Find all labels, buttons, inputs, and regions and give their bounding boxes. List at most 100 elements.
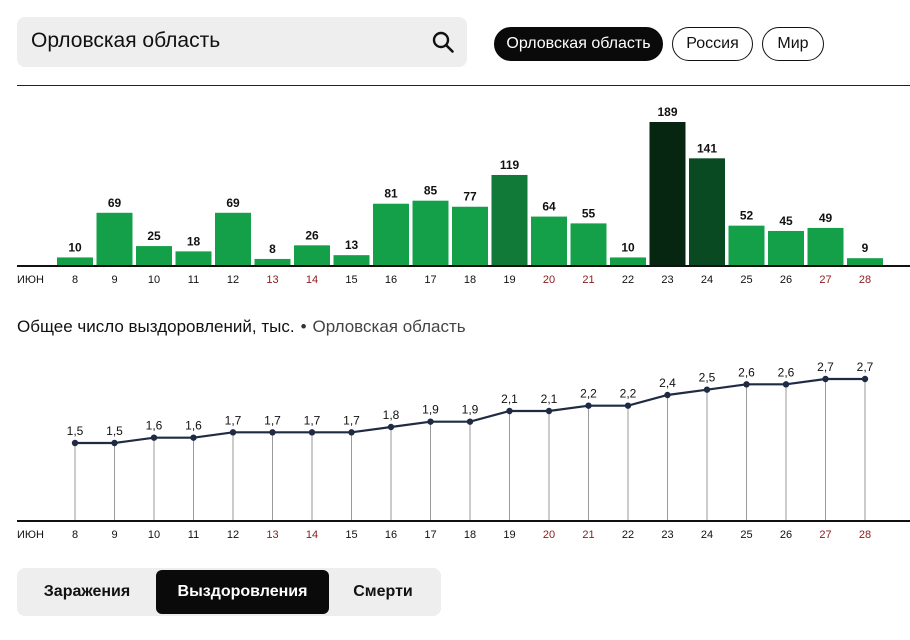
point-10[interactable] (150, 434, 158, 441)
point-value-label: 1,7 (225, 413, 242, 427)
point-26[interactable] (782, 381, 790, 388)
bar-x-tick-label: 22 (622, 274, 634, 286)
bar-9[interactable] (96, 212, 133, 265)
bar-value-label: 9 (862, 241, 869, 255)
point-23[interactable] (664, 391, 671, 399)
point-21[interactable] (585, 402, 592, 409)
point-value-label: 1,9 (422, 403, 439, 417)
bar-21[interactable] (570, 223, 607, 265)
bar-8[interactable] (57, 257, 93, 265)
bar-13[interactable] (254, 258, 291, 265)
bar-value-label: 77 (463, 190, 477, 204)
line-x-tick-label: 15 (345, 529, 357, 541)
point-24[interactable] (703, 386, 711, 393)
point-value-label: 1,7 (304, 413, 321, 427)
search-icon[interactable] (431, 30, 455, 54)
point-value-label: 1,6 (185, 419, 202, 433)
bar-25[interactable] (728, 225, 765, 265)
bar-value-label: 55 (582, 206, 596, 220)
point-16[interactable] (387, 423, 395, 431)
point-8[interactable] (71, 439, 79, 447)
point-value-label: 1,8 (383, 408, 400, 422)
bar-value-label: 49 (819, 211, 833, 225)
line-x-tick-label: 12 (227, 529, 239, 541)
point-25[interactable] (743, 381, 750, 388)
bar-x-tick-label: 24 (701, 274, 713, 286)
line-x-tick-label: 27 (819, 529, 831, 541)
line-x-tick-label: 10 (148, 529, 160, 541)
point-17[interactable] (427, 418, 434, 425)
bar-x-tick-label: 20 (543, 274, 555, 286)
line-x-tick-label: 13 (266, 529, 278, 541)
line-x-tick-label: 18 (464, 529, 476, 541)
region-pill-world[interactable]: Мир (762, 27, 824, 61)
point-22[interactable] (624, 402, 632, 409)
bar-20[interactable] (531, 216, 567, 265)
bar-22[interactable] (610, 257, 646, 265)
bar-24[interactable] (689, 158, 725, 265)
point-value-label: 2,5 (699, 371, 716, 385)
point-18[interactable] (466, 418, 474, 425)
bar-14[interactable] (294, 245, 330, 265)
point-19[interactable] (506, 407, 513, 415)
point-11[interactable] (190, 434, 197, 441)
divider (17, 85, 910, 86)
point-value-label: 1,9 (462, 403, 479, 417)
bar-10[interactable] (136, 246, 172, 265)
point-value-label: 1,7 (343, 413, 360, 427)
point-27[interactable] (822, 375, 829, 383)
bar-value-label: 69 (108, 196, 122, 210)
bar-x-tick-label: 13 (266, 274, 278, 286)
point-13[interactable] (269, 429, 276, 436)
bar-27[interactable] (807, 227, 844, 265)
point-12[interactable] (229, 429, 237, 436)
line-x-tick-label: 22 (622, 529, 634, 541)
line-x-tick-label: 11 (188, 529, 199, 541)
line-x-tick-label: 21 (582, 529, 594, 541)
search-box[interactable]: Орловская область (17, 17, 467, 67)
region-pill-oryol[interactable]: Орловская область (494, 27, 663, 61)
point-9[interactable] (111, 439, 118, 447)
point-value-label: 2,7 (817, 360, 834, 374)
line-x-tick-label: 26 (780, 529, 792, 541)
search-input[interactable]: Орловская область (31, 29, 221, 52)
tab-infections[interactable]: Заражения (43, 583, 131, 600)
point-28[interactable] (861, 375, 869, 383)
bar-value-label: 10 (68, 240, 82, 254)
point-20[interactable] (545, 407, 553, 415)
bar-x-tick-label: 19 (503, 274, 515, 286)
point-value-label: 2,2 (620, 387, 637, 401)
point-15[interactable] (348, 429, 355, 436)
line-x-tick-label: 17 (424, 529, 436, 541)
bar-19[interactable] (491, 174, 528, 265)
bar-16[interactable] (373, 203, 409, 265)
bar-15[interactable] (333, 255, 370, 265)
bar-x-tick-label: 9 (111, 274, 117, 286)
bar-28[interactable] (847, 258, 883, 265)
region-pill-russia[interactable]: Россия (672, 27, 753, 61)
bar-series: 10 69 25 18 69 8 26 13 81 85 77 119 64 55 10 189 141 52 45… (57, 105, 883, 265)
line-x-tick-label: 8 (72, 529, 78, 541)
bar-x-tick-label: 11 (188, 274, 199, 286)
bar-value-label: 64 (542, 200, 556, 214)
bar-x-tick-label: 16 (385, 274, 397, 286)
line-month-label: ИЮН (17, 529, 44, 541)
bar-17[interactable] (412, 200, 449, 265)
point-value-label: 2,7 (857, 360, 874, 374)
tab-recoveries[interactable]: Выздоровления (156, 570, 329, 614)
point-14[interactable] (308, 429, 316, 436)
bar-12[interactable] (215, 212, 251, 265)
line-chart-title: Общее число выздоровлений, тыс. • Орловска… (17, 317, 466, 337)
bar-value-label: 52 (740, 209, 754, 223)
bar-x-tick-label: 28 (859, 274, 871, 286)
line-x-tick-label: 19 (503, 529, 515, 541)
bar-18[interactable] (452, 206, 488, 265)
bar-26[interactable] (768, 230, 804, 265)
bar-value-label: 119 (500, 158, 520, 172)
tab-deaths[interactable]: Смерти (353, 583, 413, 600)
point-value-label: 2,6 (738, 365, 755, 379)
bar-23[interactable] (649, 122, 686, 265)
bar-x-tick-label: 12 (227, 274, 239, 286)
bar-value-label: 25 (147, 229, 161, 243)
bar-11[interactable] (175, 251, 212, 265)
